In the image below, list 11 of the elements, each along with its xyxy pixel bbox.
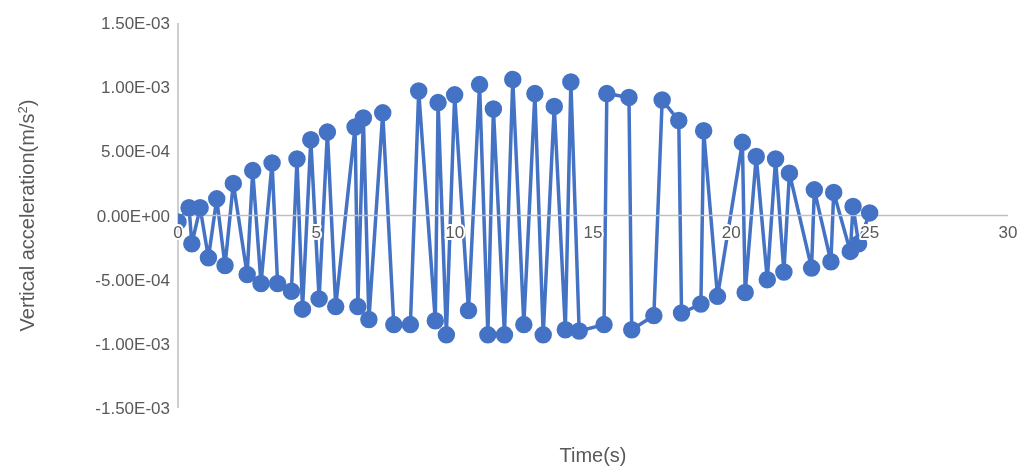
y-tick-label: 5.00E-04 — [101, 142, 170, 162]
x-tick-label: 0 — [173, 222, 183, 242]
y-tick-label: 1.00E-03 — [101, 78, 170, 98]
y-tick-label: -1.00E-03 — [95, 334, 170, 354]
x-tick-label: 30 — [998, 222, 1018, 242]
y-tick-label: -5.00E-04 — [95, 270, 170, 290]
y-tick-label: -1.50E-03 — [95, 399, 170, 419]
x-axis-title: Time(s) — [559, 444, 627, 466]
y-tick-label: 1.50E-03 — [101, 14, 170, 34]
y-tick-label: 0.00E+00 — [96, 206, 170, 226]
x-tick-label: 15 — [583, 222, 603, 242]
